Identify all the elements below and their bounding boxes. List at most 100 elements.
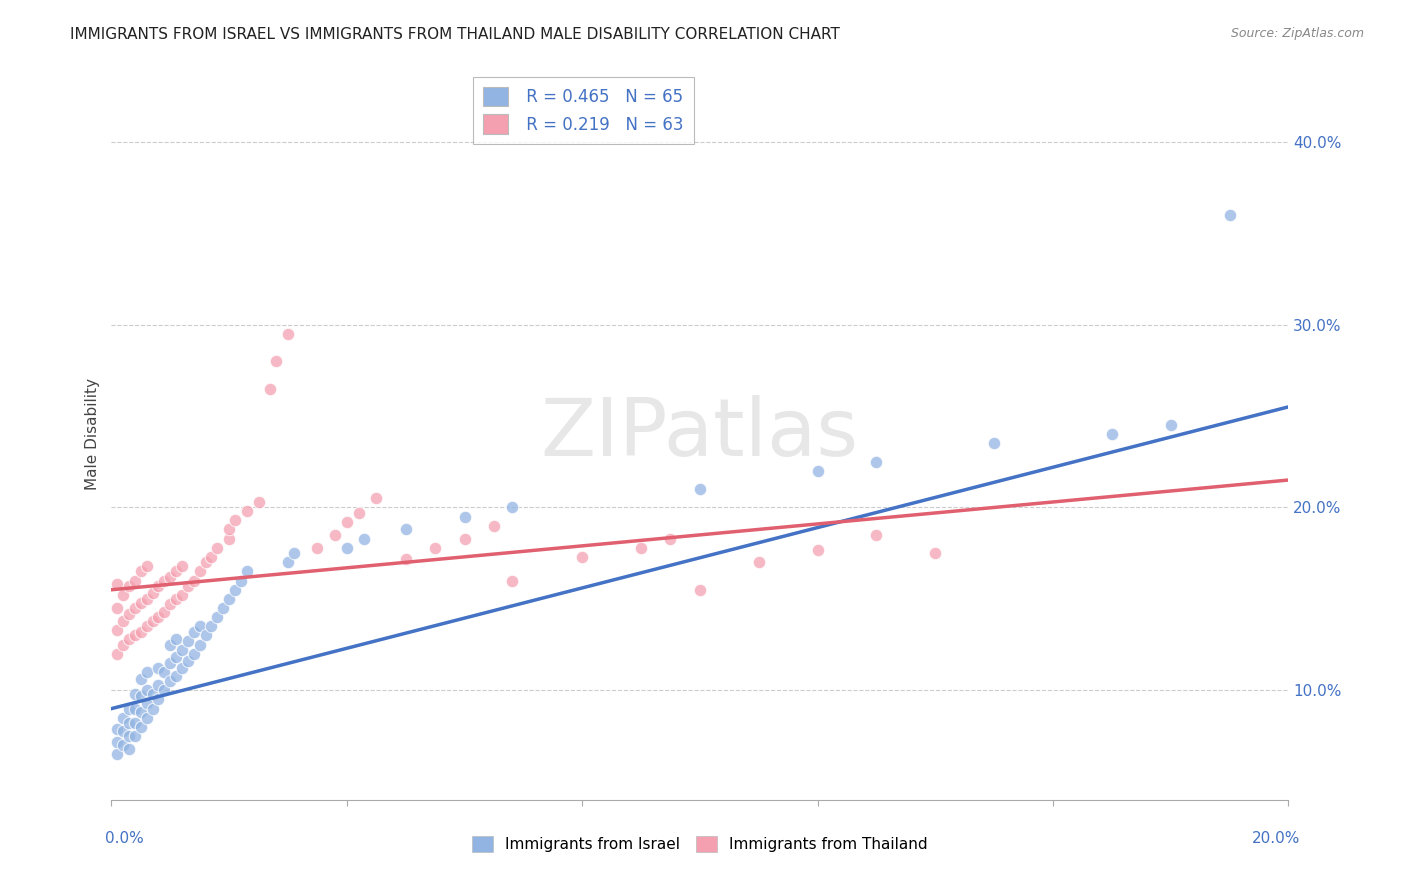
Point xyxy=(159,674,181,689)
Point xyxy=(236,565,259,579)
Point xyxy=(277,555,299,569)
Point xyxy=(247,495,270,509)
Point xyxy=(218,532,240,546)
Point xyxy=(224,513,246,527)
Point xyxy=(1219,208,1241,222)
Point xyxy=(188,619,211,633)
Point xyxy=(129,720,152,734)
Point xyxy=(183,624,205,639)
Point xyxy=(124,687,146,701)
Point xyxy=(135,696,157,710)
Point xyxy=(307,541,329,555)
Point xyxy=(153,574,176,588)
Point xyxy=(165,669,187,683)
Point xyxy=(112,614,135,628)
Point xyxy=(135,711,157,725)
Point xyxy=(105,601,128,615)
Point xyxy=(236,504,259,518)
Point xyxy=(423,541,446,555)
Point xyxy=(118,729,141,743)
Point xyxy=(142,614,165,628)
Point xyxy=(142,701,165,715)
Point xyxy=(159,570,181,584)
Point xyxy=(259,382,281,396)
Point xyxy=(347,506,370,520)
Point xyxy=(218,591,240,606)
Point xyxy=(118,742,141,756)
Point xyxy=(129,706,152,720)
Point xyxy=(148,678,170,692)
Point xyxy=(118,716,141,731)
Point xyxy=(207,610,229,624)
Point xyxy=(165,591,187,606)
Text: ZIPatlas: ZIPatlas xyxy=(541,395,859,474)
Point xyxy=(153,683,176,698)
Point xyxy=(183,574,205,588)
Point xyxy=(395,523,418,537)
Point xyxy=(124,574,146,588)
Point xyxy=(142,586,165,600)
Point xyxy=(659,532,682,546)
Point xyxy=(865,455,887,469)
Point xyxy=(283,546,305,560)
Point xyxy=(135,665,157,679)
Point xyxy=(748,555,770,569)
Point xyxy=(118,701,141,715)
Point xyxy=(165,632,187,647)
Point xyxy=(105,734,128,748)
Point xyxy=(807,542,830,557)
Point xyxy=(1160,418,1182,433)
Text: 20.0%: 20.0% xyxy=(1253,831,1301,846)
Point xyxy=(983,436,1005,450)
Point xyxy=(105,747,128,762)
Point xyxy=(323,528,346,542)
Point xyxy=(200,549,222,564)
Point xyxy=(135,619,157,633)
Point xyxy=(1101,427,1123,442)
Point xyxy=(148,579,170,593)
Point xyxy=(112,638,135,652)
Point xyxy=(170,588,193,602)
Point xyxy=(165,565,187,579)
Point xyxy=(129,565,152,579)
Point xyxy=(148,610,170,624)
Point xyxy=(129,624,152,639)
Point xyxy=(689,582,711,597)
Point xyxy=(142,687,165,701)
Y-axis label: Male Disability: Male Disability xyxy=(86,378,100,491)
Point xyxy=(165,650,187,665)
Point xyxy=(501,574,523,588)
Point xyxy=(689,482,711,496)
Text: IMMIGRANTS FROM ISRAEL VS IMMIGRANTS FROM THAILAND MALE DISABILITY CORRELATION C: IMMIGRANTS FROM ISRAEL VS IMMIGRANTS FRO… xyxy=(70,27,841,42)
Point xyxy=(124,729,146,743)
Point xyxy=(124,701,146,715)
Point xyxy=(129,596,152,610)
Point xyxy=(212,601,235,615)
Point xyxy=(200,619,222,633)
Point xyxy=(453,532,475,546)
Point xyxy=(183,647,205,661)
Point xyxy=(194,628,217,642)
Point xyxy=(224,582,246,597)
Point xyxy=(112,738,135,752)
Point xyxy=(229,574,252,588)
Point xyxy=(188,565,211,579)
Point xyxy=(177,579,200,593)
Point xyxy=(170,643,193,657)
Point xyxy=(170,661,193,675)
Point xyxy=(159,598,181,612)
Point xyxy=(395,551,418,566)
Point xyxy=(105,623,128,637)
Point xyxy=(112,723,135,738)
Point xyxy=(630,541,652,555)
Point xyxy=(135,559,157,574)
Point xyxy=(177,654,200,668)
Point xyxy=(153,665,176,679)
Point xyxy=(148,661,170,675)
Point xyxy=(336,541,359,555)
Point xyxy=(188,638,211,652)
Point xyxy=(118,607,141,621)
Text: 0.0%: 0.0% xyxy=(105,831,145,846)
Point xyxy=(501,500,523,515)
Point xyxy=(135,683,157,698)
